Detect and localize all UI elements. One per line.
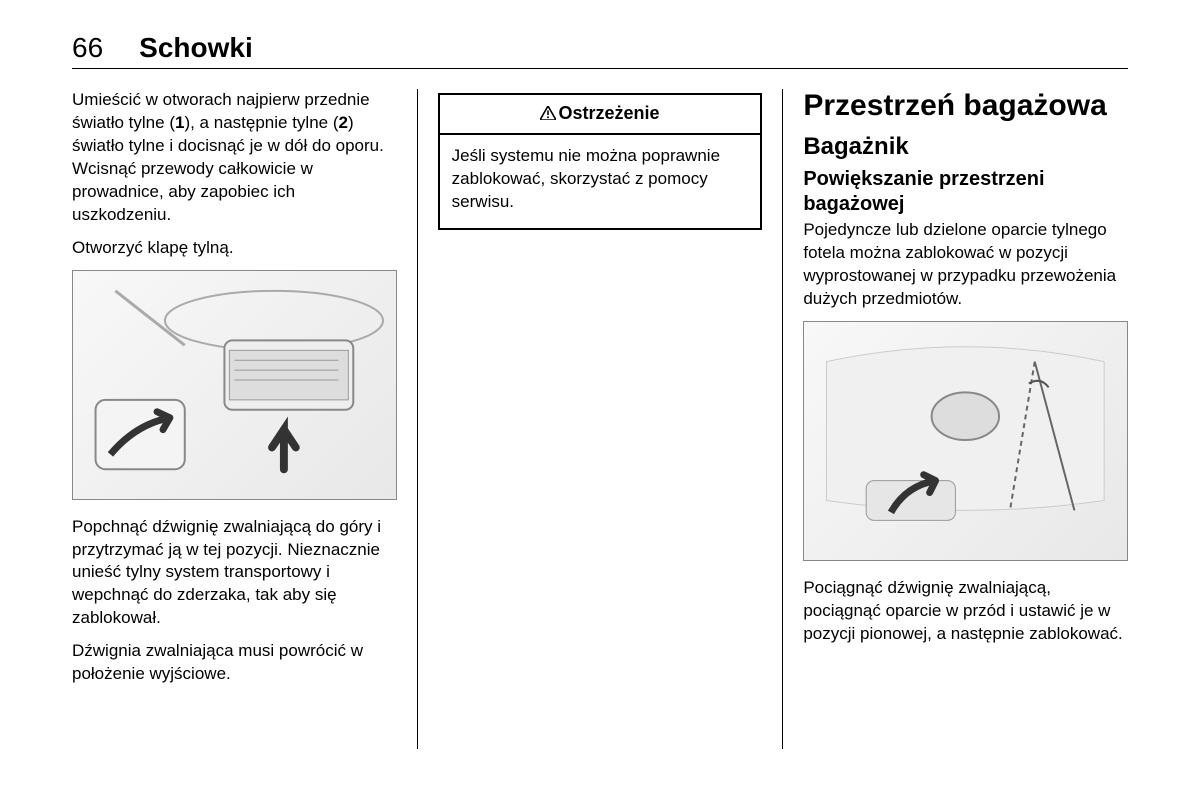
col1-para1-b2: 2 (338, 113, 347, 132)
col3-h3: Powiększanie przestrzeni bagażowej (803, 167, 1128, 217)
col3-para1: Pojedyncze lub dzielone oparcie tylnego … (803, 219, 1128, 311)
seat-fold-icon (804, 322, 1127, 560)
warning-body-text: Jeśli systemu nie można poprawnie zablok… (440, 135, 761, 228)
col3-para2: Pociągnąć dźwignię zwalniającą, pociągną… (803, 577, 1128, 646)
manual-page: 66 Schowki Umieścić w otworach najpierw … (0, 0, 1200, 802)
column-3: Przestrzeń bagażowa Bagażnik Powiększani… (803, 89, 1128, 749)
col1-para1-mid: ), a następnie tylne ( (184, 113, 338, 132)
col1-para4: Dźwignia zwalniająca musi powrócić w poł… (72, 640, 397, 686)
warning-title-row: Ostrzeżenie (440, 95, 761, 135)
warning-triangle-icon (540, 104, 556, 125)
warning-box: Ostrzeżenie Jeśli systemu nie można popr… (438, 93, 763, 230)
chapter-title: Schowki (139, 32, 253, 64)
content-columns: Umieścić w otworach najpierw przednie św… (72, 89, 1128, 749)
page-header: 66 Schowki (72, 32, 1128, 69)
warning-title-text: Ostrzeżenie (558, 103, 659, 123)
col3-h2: Bagażnik (803, 133, 1128, 161)
rear-carrier-icon (73, 271, 396, 499)
page-number: 66 (72, 32, 103, 64)
figure-seat-fold (803, 321, 1128, 561)
figure-rear-carrier (72, 270, 397, 500)
col3-h1: Przestrzeń bagażowa (803, 89, 1128, 123)
column-1: Umieścić w otworach najpierw przednie św… (72, 89, 418, 749)
col1-para3: Popchnąć dźwignię zwalniającą do góry i … (72, 516, 397, 631)
col1-para1: Umieścić w otworach najpierw przednie św… (72, 89, 397, 227)
column-2: Ostrzeżenie Jeśli systemu nie można popr… (438, 89, 784, 749)
col1-para2: Otworzyć klapę tylną. (72, 237, 397, 260)
